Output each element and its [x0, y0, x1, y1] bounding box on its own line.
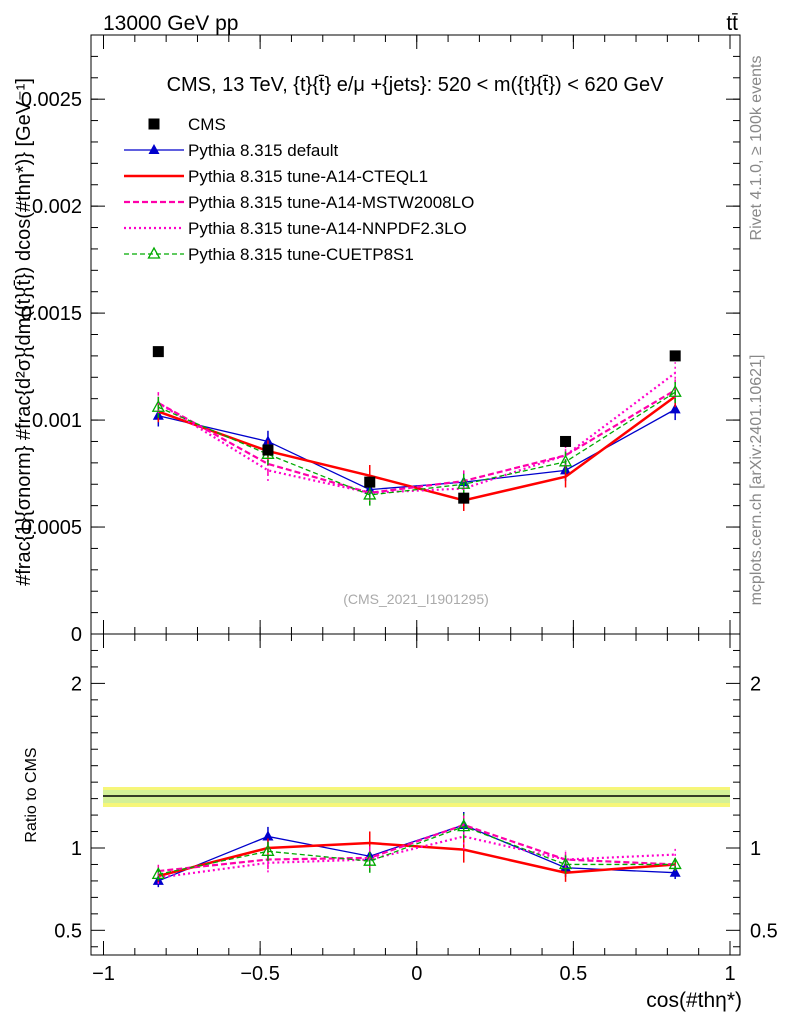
x-axis-label: cos(#thη*) — [646, 989, 742, 1012]
legend-label-pythia-8-315-tune-a14-nnpdf2-3lo: Pythia 8.315 tune-A14-NNPDF2.3LO — [188, 219, 467, 238]
ratio-y-tick-label-right: 2 — [750, 673, 761, 695]
data-point-pythia-8-315-tune-cuetp8s1 — [558, 454, 573, 467]
data-point-pythia-8-315-tune-cuetp8s1 — [363, 487, 377, 500]
x-tick-label: −0.5 — [240, 963, 279, 985]
axes: −1 −0.5 0 0.5 1 0 0.0005 0.001 0.0015 0.002 0.0025… — [21, 34, 778, 985]
ratio-point-pythia-8-315-default — [262, 830, 274, 841]
data-point-cms — [152, 346, 164, 358]
legend-label-cms: CMS — [188, 115, 226, 134]
y-tick-label: 0.001 — [32, 410, 82, 432]
legend-label-pythia-8-315-default: Pythia 8.315 default — [188, 141, 339, 160]
series-line-pythia-8-315-default — [158, 408, 676, 491]
legend-label-pythia-8-315-tune-a14-mstw2008lo: Pythia 8.315 tune-A14-MSTW2008LO — [188, 193, 474, 212]
mcplots-label: mcplots.cern.ch [arXiv:2401.10621] — [748, 355, 765, 606]
chart-title: CMS, 13 TeV, {t}{t̄} e/μ +{jets}: 520 < … — [167, 74, 665, 96]
data-point-cms — [669, 350, 681, 362]
series-line-pythia-8-315-tune-a14-cteql1 — [157, 395, 676, 502]
ratio-panel-frame — [90, 633, 741, 956]
ratio-y-tick-label: 0.5 — [54, 920, 82, 942]
data-point-cms — [560, 435, 572, 447]
y-axis-label: #frac{1}{σnorm} #frac{d²σ}{dm({t}{t̄}) d… — [13, 78, 35, 586]
ratio-y-tick-label-right: 0.5 — [750, 920, 778, 942]
ratio-point-pythia-8-315-tune-cuetp8s1 — [151, 866, 165, 879]
data-point-cms — [262, 444, 274, 456]
data-point-cms — [458, 492, 470, 504]
ratio-y-tick-label: 2 — [71, 673, 82, 695]
data-point-pythia-8-315-tune-cuetp8s1 — [151, 399, 165, 412]
legend: CMS Pythia 8.315 default Pythia 8.315 tune… — [124, 115, 474, 264]
rivet-label: Rivet 4.1.0, ≥ 100k events — [748, 56, 765, 241]
energy-label: 13000 GeV pp — [103, 12, 238, 35]
ratio-point-pythia-8-315-tune-cuetp8s1 — [363, 853, 377, 866]
y-tick-label: 0.0015 — [21, 303, 82, 325]
y-tick-label: 0.0005 — [21, 517, 82, 539]
process-label: tt̄ — [726, 12, 738, 35]
series-line-pythia-8-315-tune-cuetp8s1 — [158, 391, 676, 496]
ratio-y-tick-label-right: 1 — [750, 838, 761, 860]
legend-marker-pythia-8-315-tune-cuetp8s1 — [147, 246, 161, 259]
y-tick-label: 0.002 — [32, 196, 82, 218]
legend-marker-pythia-8-315-default — [148, 144, 160, 154]
ratio-line-pythia-8-315-tune-a14-mstw2008lo — [158, 823, 676, 873]
ratio-point-pythia-8-315-tune-cuetp8s1 — [668, 857, 682, 870]
x-tick-label: 0 — [411, 963, 422, 985]
ratio-line-pythia-8-315-default — [158, 824, 676, 882]
series-line-pythia-8-315-tune-a14-mstw2008lo — [157, 389, 676, 494]
y-tick-label: 0.0025 — [21, 89, 82, 111]
legend-marker-cms — [148, 118, 160, 130]
ratio-line-pythia-8-315-tune-a14-cteql1 — [158, 841, 676, 878]
data-point-cms — [364, 476, 376, 488]
legend-label-pythia-8-315-tune-cuetp8s1: Pythia 8.315 tune-CUETP8S1 — [188, 245, 414, 264]
y-tick-label: 0 — [71, 624, 82, 646]
data-point-pythia-8-315-tune-cuetp8s1 — [668, 384, 682, 397]
x-tick-label: 0.5 — [559, 963, 587, 985]
ratio-y-tick-label: 1 — [71, 838, 82, 860]
ratio-line-pythia-8-315-tune-a14-nnpdf2-3lo — [158, 835, 676, 879]
ratio-point-pythia-8-315-tune-cuetp8s1 — [558, 857, 573, 870]
ratio-y-axis-label: Ratio to CMS — [23, 747, 40, 842]
series-line-pythia-8-315-tune-a14-nnpdf2-3lo — [157, 372, 676, 494]
legend-label-pythia-8-315-tune-a14-cteql1: Pythia 8.315 tune-A14-CTEQL1 — [188, 167, 428, 186]
ratio-plot-marks — [151, 811, 682, 888]
ratio-point-pythia-8-315-tune-cuetp8s1 — [457, 819, 471, 832]
ratio-line-pythia-8-315-tune-cuetp8s1 — [158, 825, 676, 875]
analysis-watermark: (CMS_2021_I1901295) — [343, 591, 489, 607]
main-plot-marks — [151, 346, 682, 511]
x-tick-label: 1 — [724, 963, 735, 985]
ratio-point-pythia-8-315-tune-cuetp8s1 — [261, 843, 275, 856]
x-tick-label: −1 — [92, 963, 115, 985]
data-point-pythia-8-315-tune-cuetp8s1 — [457, 476, 471, 489]
data-point-pythia-8-315-default — [669, 403, 681, 414]
ratio-point-pythia-8-315-default — [669, 866, 681, 877]
